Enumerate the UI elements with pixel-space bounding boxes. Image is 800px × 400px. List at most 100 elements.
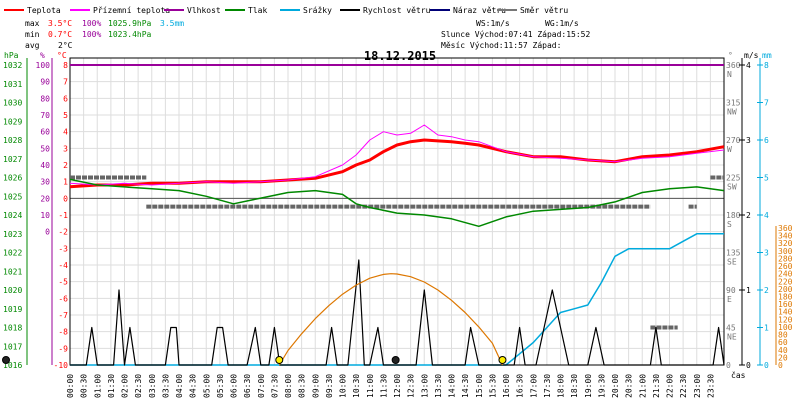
tick-x-23: 11:30 <box>379 374 388 398</box>
stats-block: max 3.5°C 100% 1025.9hPa 3.5mm min 0.7°C… <box>25 19 184 50</box>
tick-dir-1: 315 <box>726 99 741 108</box>
tick-x-15: 07:30 <box>270 374 279 398</box>
axis-title-pct: % <box>40 51 45 60</box>
tick-x-29: 14:30 <box>461 374 470 398</box>
tick-temp-2: 6 <box>63 94 68 103</box>
tick-dir-lbl-3: SW <box>727 183 737 192</box>
tick-dir-lbl-7: NE <box>727 333 737 342</box>
stats-min-temp: 0.7°C <box>48 30 72 39</box>
tick-x-20: 10:00 <box>339 374 348 398</box>
tick-hpa-3: 1029 <box>3 117 22 126</box>
tick-x-45: 22:30 <box>679 374 688 398</box>
tick-hpa-1: 1031 <box>3 80 22 89</box>
tick-sun-18: 0 <box>778 361 783 370</box>
tick-hpa-9: 1023 <box>3 230 22 239</box>
tick-dir-lbl-0: N <box>727 70 732 79</box>
tick-hpa-0: 1032 <box>3 61 22 70</box>
tick-dir-2: 270 <box>726 136 741 145</box>
tick-x-32: 16:00 <box>502 374 511 398</box>
tick-ms-1: 3 <box>746 136 751 145</box>
stats-max-press: 1025.9hPa <box>108 19 152 28</box>
tick-dir-lbl-5: SE <box>727 258 737 267</box>
stats-avg-temp: 2°C <box>58 41 73 50</box>
tick-x-7: 03:30 <box>161 374 170 398</box>
tick-x-17: 08:30 <box>298 374 307 398</box>
tick-dir-7: 45 <box>726 324 736 333</box>
axis-sunalt: 3603403203002802602402202001801601401201… <box>775 224 793 370</box>
axis-title-dir: ° <box>728 51 733 60</box>
tick-x-30: 15:00 <box>475 374 484 398</box>
tick-pct-7: 30 <box>40 178 50 187</box>
tick-x-40: 20:00 <box>611 374 620 398</box>
tick-dir-3: 225 <box>726 174 741 183</box>
tick-x-42: 21:00 <box>638 374 647 398</box>
tick-sun-12: 120 <box>778 315 793 324</box>
tick-ms-0: 4 <box>746 61 751 70</box>
axis-mm: 8 7 6 5 4 3 2 1 0 <box>757 58 769 370</box>
tick-temp-18: -10 <box>54 361 69 370</box>
tick-sun-4: 280 <box>778 254 793 263</box>
tick-mm-5: 3 <box>764 249 769 258</box>
info-sun: Slunce Východ:07:41 Západ:15:52 <box>441 30 590 39</box>
series-tlak <box>69 178 725 228</box>
tick-temp-5: 3 <box>63 144 68 153</box>
series-prizemni <box>69 124 725 186</box>
tick-hpa-6: 1026 <box>3 174 22 183</box>
stats-max-label: max <box>25 19 40 28</box>
tick-sun-11: 140 <box>778 308 793 317</box>
tick-pct-9: 10 <box>40 211 50 220</box>
tick-x-9: 04:30 <box>189 374 198 398</box>
tick-x-8: 04:00 <box>175 374 184 398</box>
tick-x-1: 00:30 <box>80 374 89 398</box>
axis-ms: 4 3 2 1 0 <box>739 58 751 370</box>
legend-label-7: Směr větru <box>520 6 568 15</box>
tick-sun-1: 340 <box>778 232 793 241</box>
info-ws: WS:1m/s <box>476 19 510 28</box>
wind-direction-marks <box>70 175 724 330</box>
info-wg: WG:1m/s <box>545 19 579 28</box>
tick-sun-10: 160 <box>778 300 793 309</box>
tick-temp-13: -5 <box>58 278 68 287</box>
tick-x-21: 10:30 <box>352 374 361 398</box>
tick-x-41: 20:30 <box>625 374 634 398</box>
tick-sun-3: 300 <box>778 247 793 256</box>
tick-temp-4: 4 <box>63 128 68 137</box>
legend-label-4: Srážky <box>303 6 332 15</box>
legend-label-3: Tlak <box>248 6 267 15</box>
stats-max-temp: 3.5°C <box>48 19 72 28</box>
axis-title-hpa: hPa <box>4 51 19 60</box>
tick-mm-7: 1 <box>764 324 769 333</box>
tick-ms-3: 1 <box>746 286 751 295</box>
tick-x-34: 17:00 <box>529 374 538 398</box>
tick-temp-1: 7 <box>63 78 68 87</box>
tick-hpa-14: 1018 <box>3 324 22 333</box>
chart-title: 18.12.2015 <box>364 49 436 63</box>
axis-title-mm: mm <box>762 51 772 60</box>
legend-label-0: Teplota <box>27 6 61 15</box>
tick-dir-0: 360 <box>726 61 741 70</box>
legend-label-1: Přízemní teplota <box>93 6 170 15</box>
tick-pct-1: 90 <box>40 78 50 87</box>
tick-x-27: 13:30 <box>434 374 443 398</box>
tick-x-16: 08:00 <box>284 374 293 398</box>
tick-temp-12: -4 <box>58 261 68 270</box>
axis-titles: hPa % °C ° m/s mm čas <box>4 51 772 380</box>
axis-temp: 8 7 6 5 4 3 2 1 0 -1 -2 -3 -4 -5 -6 -7 -8 -9 -10 <box>54 61 69 370</box>
stats-min-label: min <box>25 30 40 39</box>
tick-sun-17: 20 <box>778 353 788 362</box>
tick-hpa-15: 1017 <box>3 342 22 351</box>
tick-mm-6: 2 <box>764 286 769 295</box>
tick-pct-2: 80 <box>40 94 50 103</box>
tick-x-26: 13:00 <box>420 374 429 398</box>
tick-x-47: 23:30 <box>706 374 715 398</box>
stats-min-press: 1023.4hPa <box>108 30 152 39</box>
tick-x-35: 17:30 <box>543 374 552 398</box>
tick-temp-9: -1 <box>58 211 68 220</box>
tick-temp-0: 8 <box>63 61 68 70</box>
tick-hpa-12: 1020 <box>3 286 22 295</box>
stats-min-hum: 100% <box>82 30 101 39</box>
tick-temp-3: 5 <box>63 111 68 120</box>
legend-label-5: Rychlost větru <box>363 6 431 15</box>
tick-sun-8: 200 <box>778 285 793 294</box>
tick-x-12: 06:00 <box>230 374 239 398</box>
